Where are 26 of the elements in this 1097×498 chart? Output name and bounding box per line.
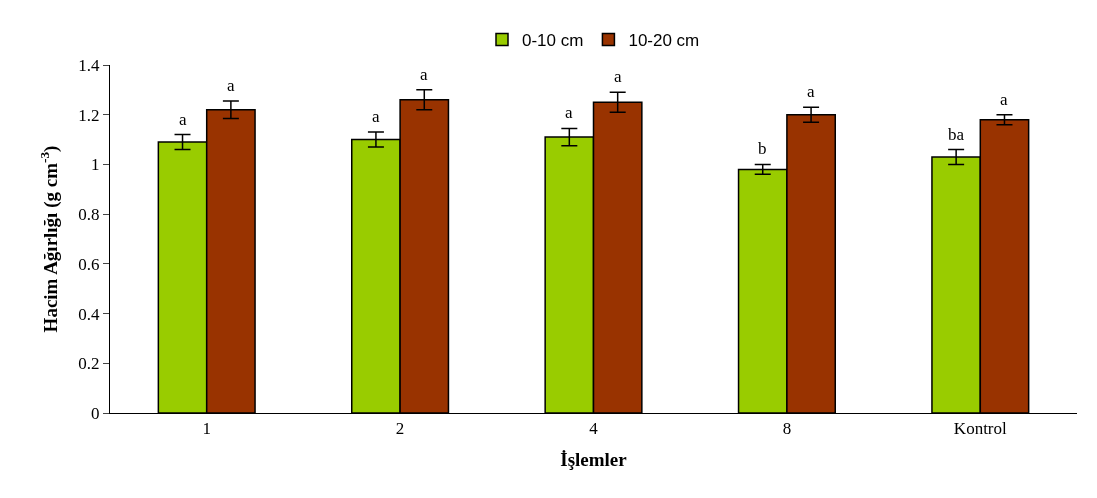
data-label: a	[179, 110, 187, 129]
x-axis-title: İşlemler	[560, 449, 628, 471]
y-tick-label: 1.4	[78, 55, 101, 75]
y-tick-label: 0.8	[78, 205, 100, 225]
y-tick-label: 0.6	[78, 254, 100, 274]
data-label: a	[420, 65, 428, 84]
x-tick-label: 8	[782, 419, 792, 439]
y-tick-label: 1.2	[78, 105, 100, 125]
x-tick-label: Kontrol	[953, 419, 1008, 439]
data-label: a	[565, 103, 573, 122]
x-tick-label: 2	[395, 419, 405, 439]
data-label: a	[1000, 90, 1008, 109]
data-label: ba	[948, 125, 965, 144]
y-tick-label: 0.2	[78, 354, 100, 374]
y-tick-label: 0.4	[78, 304, 101, 324]
data-label: b	[758, 139, 767, 158]
data-label: a	[227, 76, 235, 95]
x-tick-label: 1	[202, 419, 211, 439]
legend-label: 0-10 cm	[522, 31, 584, 51]
legend-label: 10-20 cm	[628, 31, 700, 51]
x-tick-label: 4	[589, 419, 599, 439]
data-label: a	[372, 107, 380, 126]
data-label: a	[807, 82, 815, 101]
y-tick-label: 0	[91, 403, 100, 423]
data-label: a	[614, 67, 622, 86]
y-tick-label: 1	[91, 155, 100, 175]
